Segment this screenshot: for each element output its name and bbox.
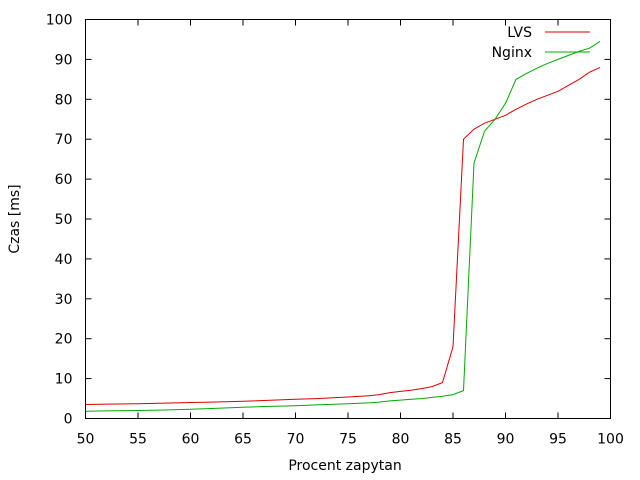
y-tick-label: 60 — [55, 172, 73, 188]
y-tick-label: 90 — [55, 52, 73, 68]
series-line-nginx — [85, 40, 601, 412]
x-tick-label: 90 — [497, 432, 515, 448]
y-tick-label: 50 — [55, 212, 73, 228]
axis-ticks — [85, 19, 611, 419]
y-tick-label: 80 — [55, 92, 73, 108]
series-line-lvs — [85, 66, 601, 405]
x-tick-label: 70 — [287, 432, 305, 448]
legend-label: LVS — [507, 25, 532, 41]
plot-frame — [85, 19, 611, 419]
x-tick-label: 55 — [129, 432, 147, 448]
x-tick-label: 80 — [392, 432, 410, 448]
y-tick-label: 30 — [55, 292, 73, 308]
x-tick-label: 95 — [549, 432, 567, 448]
legend-label: Nginx — [492, 45, 532, 61]
x-tick-label: 50 — [77, 432, 95, 448]
y-tick-label: 100 — [46, 13, 73, 29]
y-tick-label: 40 — [55, 252, 73, 268]
x-tick-labels: 50 55 60 65 70 75 80 85 90 95 100 — [77, 432, 624, 448]
legend: LVS Nginx — [492, 25, 590, 61]
x-tick-label: 65 — [234, 432, 252, 448]
y-axis-label: Czas [ms] — [7, 184, 23, 253]
x-tick-label: 85 — [444, 432, 462, 448]
y-tick-label: 20 — [55, 332, 73, 348]
y-tick-labels: 0 10 20 30 40 50 60 70 80 90 100 — [46, 13, 73, 428]
series-lines — [85, 40, 601, 412]
x-axis-label: Procent zapytan — [288, 458, 401, 474]
y-tick-label: 70 — [55, 132, 73, 148]
x-tick-label: 75 — [339, 432, 357, 448]
y-tick-label: 10 — [55, 372, 73, 388]
x-tick-label: 100 — [597, 432, 624, 448]
y-tick-label: 0 — [64, 412, 73, 428]
x-tick-label: 60 — [182, 432, 200, 448]
